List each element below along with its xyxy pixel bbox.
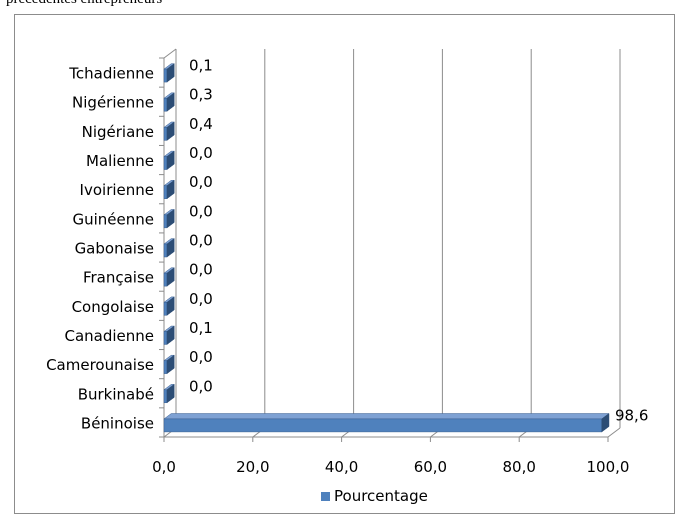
- data-label: 0,0: [189, 232, 213, 250]
- bar-side: [166, 383, 175, 404]
- data-label: 0,0: [189, 144, 213, 162]
- bar: [163, 214, 168, 229]
- bar: [163, 185, 168, 199]
- bar: [163, 272, 168, 287]
- category-label: Nigériane: [82, 123, 154, 141]
- category-label: Tchadienne: [68, 65, 154, 83]
- legend-label: Pourcentage: [334, 487, 428, 505]
- data-label: 0,0: [189, 173, 213, 191]
- bar: [163, 68, 168, 83]
- bar: [163, 360, 168, 374]
- bar-side: [166, 267, 175, 287]
- bar: [163, 127, 168, 141]
- x-tick-label: 80,0: [502, 458, 535, 476]
- bar-side: [166, 63, 175, 83]
- axis-top-edge: [163, 48, 177, 59]
- bar-side: [166, 354, 175, 375]
- bar-side: [166, 121, 175, 141]
- bar: [163, 389, 168, 404]
- data-label: 0,0: [189, 202, 213, 220]
- bar-side: [166, 296, 175, 316]
- data-label: 0,1: [189, 57, 213, 75]
- bar-side: [166, 92, 175, 112]
- x-tick-label: 60,0: [414, 458, 447, 476]
- category-label: Ivoirienne: [80, 181, 154, 199]
- data-label: 98,6: [615, 406, 648, 424]
- x-tick-label: 0,0: [152, 458, 176, 476]
- data-label: 0,1: [189, 319, 213, 337]
- bar: [163, 418, 603, 433]
- legend-swatch: [321, 492, 330, 501]
- category-label: Gabonaise: [75, 240, 154, 258]
- floor-gridline: [607, 427, 621, 438]
- category-label: Béninoise: [81, 414, 154, 432]
- bar-side: [166, 208, 175, 229]
- data-label: 0,0: [189, 290, 213, 308]
- bar: [163, 243, 168, 258]
- x-tick-label: 40,0: [325, 458, 358, 476]
- data-label: 0,0: [189, 261, 213, 279]
- data-label: 0,4: [189, 115, 213, 133]
- category-label: Canadienne: [64, 327, 154, 345]
- category-label: Nigérienne: [72, 94, 154, 112]
- data-label: 0,0: [189, 377, 213, 395]
- category-label: Malienne: [86, 152, 154, 170]
- category-label: Congolaise: [72, 298, 154, 316]
- x-tick-label: 20,0: [236, 458, 269, 476]
- category-label: Française: [83, 269, 154, 287]
- bar-side: [166, 325, 175, 345]
- data-label: 0,3: [189, 86, 213, 104]
- category-label: Burkinabé: [78, 385, 154, 403]
- bar: [163, 97, 168, 112]
- bar-side: [601, 413, 610, 433]
- category-label: Guinéenne: [72, 210, 154, 228]
- x-tick-label: 100,0: [587, 458, 630, 476]
- header-text: précédentes entrepreneurs: [6, 0, 162, 8]
- bar: [163, 302, 168, 316]
- bar-side: [166, 150, 175, 171]
- bar: [163, 156, 168, 170]
- bar-side: [166, 179, 175, 200]
- bar-top: [163, 413, 610, 420]
- category-label: Camerounaise: [46, 356, 154, 374]
- data-label: 0,0: [189, 348, 213, 366]
- bar-side: [166, 238, 175, 258]
- bar: [163, 331, 168, 345]
